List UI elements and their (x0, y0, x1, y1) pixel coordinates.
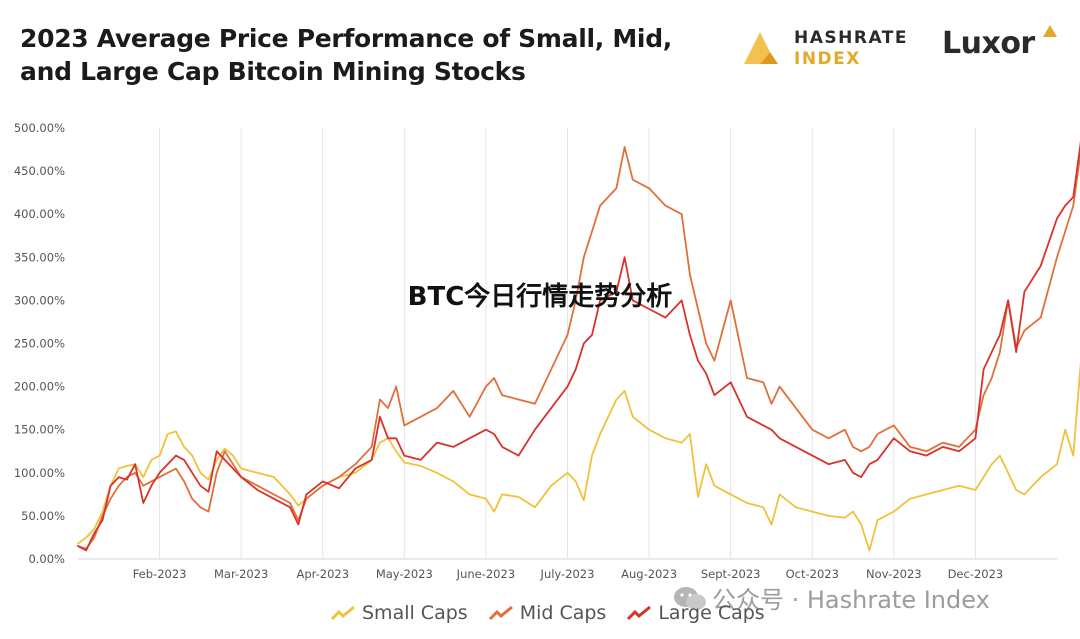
luxor-wordmark: Luxor (942, 26, 1035, 61)
series-line-mid-caps (77, 146, 1080, 550)
chart-series-lines (77, 140, 1080, 552)
x-tick-label: Apr-2023 (296, 567, 349, 581)
y-tick-label: 50.00% (21, 509, 65, 523)
x-tick-label: May-2023 (376, 567, 433, 581)
legend-label-mid-caps: Mid Caps (519, 602, 607, 624)
y-tick-label: 0.00% (28, 552, 65, 566)
y-tick-label: 200.00% (14, 380, 65, 394)
watermark: 公众号 · Hashrate Index (672, 580, 990, 615)
y-tick-label: 400.00% (14, 207, 65, 221)
legend-label-small-caps: Small Caps (362, 602, 468, 624)
x-tick-label: Oct-2023 (786, 567, 839, 581)
x-tick-label: Aug-2023 (621, 567, 677, 581)
y-tick-label: 350.00% (14, 250, 65, 264)
hashrate-index-word-1: HASHRATE (794, 28, 908, 48)
legend-item-small-caps: Small Caps (330, 602, 468, 624)
wechat-icon (674, 587, 706, 610)
chart-gridlines (78, 128, 1057, 560)
y-tick-label: 150.00% (14, 423, 65, 437)
luxor-logo: Luxor (942, 22, 1062, 72)
watermark-text: 公众号 · Hashrate Index (712, 586, 990, 614)
legend-item-mid-caps: Mid Caps (488, 602, 607, 624)
legend-label-large-caps: Large Caps (658, 602, 765, 624)
luxor-triangle-icon (1043, 25, 1057, 37)
x-tick-label: Nov-2023 (866, 567, 922, 581)
x-tick-label: Sept-2023 (701, 567, 761, 581)
y-tick-label: 100.00% (14, 466, 65, 480)
hashrate-index-word-2: INDEX (794, 49, 861, 69)
x-tick-label: Feb-2023 (133, 567, 187, 581)
y-axis-ticks: 0.00% 50.00% 100.00% 150.00% 200.00% 250.00% 3… (14, 121, 65, 566)
chart-title: 2023 Average Price Performance of Small,… (20, 22, 720, 88)
y-tick-label: 450.00% (14, 164, 65, 178)
mid-caps-swatch-icon (488, 605, 513, 621)
overlay-caption: BTC今日行情走势分析 (407, 282, 673, 312)
x-tick-label: Mar-2023 (214, 567, 268, 581)
hashrate-index-logo: HASHRATE INDEX (740, 26, 910, 74)
y-tick-label: 300.00% (14, 293, 65, 307)
y-tick-label: 500.00% (14, 121, 65, 135)
x-tick-label: June-2023 (456, 567, 515, 581)
x-tick-label: Dec-2023 (948, 567, 1004, 581)
x-tick-label: July-2023 (540, 567, 595, 581)
title-line-1: 2023 Average Price Performance of Small,… (20, 24, 672, 53)
chart-legend: Small Caps Mid Caps Large Caps (330, 600, 765, 626)
y-tick-label: 250.00% (14, 337, 65, 351)
hashrate-index-mark-icon (744, 32, 778, 64)
series-line-large-caps (77, 140, 1080, 552)
legend-item-large-caps: Large Caps (626, 602, 765, 624)
large-caps-swatch-icon (627, 605, 652, 621)
x-axis-ticks: Feb-2023 Mar-2023 Apr-2023 May-2023 June-202… (133, 567, 1004, 581)
small-caps-swatch-icon (330, 605, 355, 621)
series-line-small-caps (77, 361, 1080, 552)
title-line-2: and Large Cap Bitcoin Mining Stocks (20, 57, 526, 86)
